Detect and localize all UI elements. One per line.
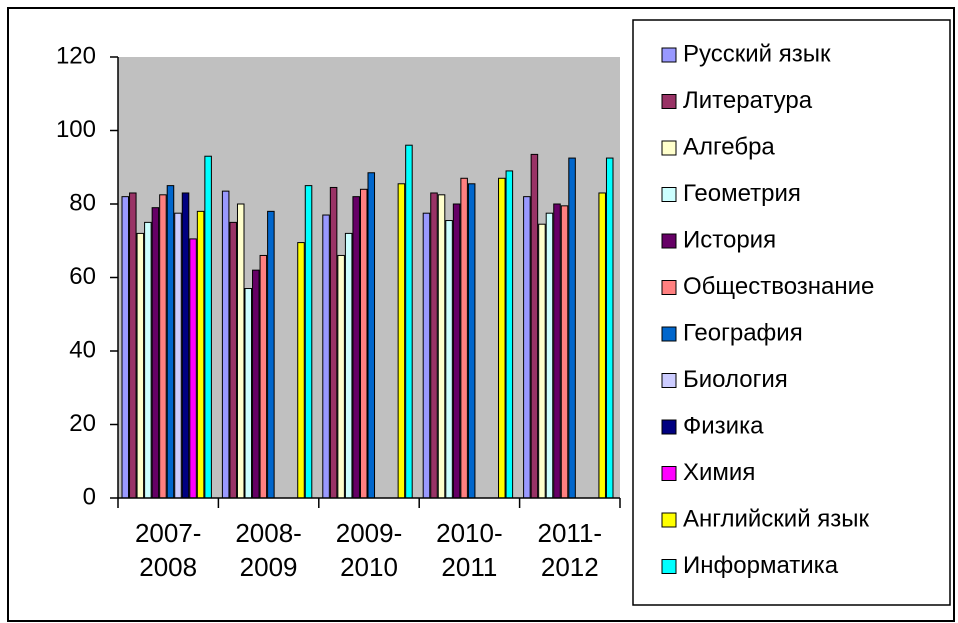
bar bbox=[397, 183, 406, 499]
legend-swatch bbox=[661, 373, 677, 388]
bar bbox=[467, 183, 476, 499]
bar bbox=[437, 194, 446, 499]
bar bbox=[405, 144, 413, 499]
bar bbox=[181, 192, 190, 499]
bar bbox=[530, 153, 539, 499]
legend-swatch bbox=[661, 419, 677, 435]
legend-box bbox=[632, 19, 951, 606]
bar bbox=[174, 212, 182, 499]
bar bbox=[498, 177, 506, 499]
legend-label: Русский язык bbox=[683, 40, 831, 67]
bar bbox=[538, 223, 546, 499]
bar bbox=[545, 212, 554, 499]
legend-label: Алгебра bbox=[683, 133, 775, 160]
legend-swatch bbox=[661, 233, 677, 249]
bar bbox=[322, 214, 330, 499]
bar bbox=[189, 238, 197, 499]
bar bbox=[568, 157, 576, 499]
bar bbox=[452, 203, 461, 499]
y-tick-label: 20 bbox=[69, 410, 96, 437]
bar bbox=[204, 155, 212, 499]
bar bbox=[553, 203, 561, 499]
bar bbox=[367, 172, 376, 499]
legend-label: Литература bbox=[683, 87, 813, 114]
bar bbox=[151, 207, 160, 499]
bar bbox=[267, 210, 275, 499]
legend-label: Химия bbox=[683, 459, 755, 486]
legend-label: Геометрия bbox=[683, 180, 801, 207]
y-tick-label: 80 bbox=[69, 189, 96, 216]
legend-swatch bbox=[661, 140, 677, 156]
legend-swatch bbox=[661, 280, 677, 295]
bar bbox=[297, 242, 305, 499]
x-tick-label: 2011-2012 bbox=[537, 518, 603, 582]
legend-label: Биология bbox=[683, 366, 788, 393]
bar bbox=[229, 221, 237, 499]
legend-label: Английский язык bbox=[683, 505, 870, 532]
legend-swatch bbox=[661, 187, 677, 202]
legend-swatch bbox=[661, 326, 677, 342]
bar bbox=[159, 194, 167, 499]
y-tick-label: 60 bbox=[69, 263, 96, 290]
bar bbox=[523, 196, 531, 499]
legend-label: География bbox=[683, 319, 803, 346]
bar bbox=[359, 188, 368, 499]
y-tick-label: 120 bbox=[56, 42, 96, 69]
x-tick-label: 2008-2009 bbox=[235, 518, 302, 582]
y-tick-label: 40 bbox=[69, 336, 96, 363]
bar bbox=[445, 220, 453, 499]
bar bbox=[329, 186, 338, 499]
legend-label: Обществознание bbox=[683, 273, 874, 300]
bar bbox=[344, 232, 353, 499]
bar bbox=[244, 288, 253, 499]
y-tick-label: 0 bbox=[83, 483, 96, 510]
x-tick-label: 2010-2011 bbox=[436, 518, 503, 582]
bar bbox=[221, 190, 230, 499]
bar bbox=[460, 177, 468, 499]
bar bbox=[352, 196, 360, 499]
bar bbox=[598, 192, 606, 499]
bar bbox=[252, 269, 260, 499]
bar bbox=[144, 221, 152, 499]
bar bbox=[236, 203, 245, 499]
bar bbox=[605, 157, 614, 499]
bar bbox=[422, 212, 431, 499]
bar bbox=[505, 170, 514, 499]
bar bbox=[430, 192, 438, 499]
legend-label: Информатика bbox=[683, 552, 839, 579]
bar bbox=[129, 192, 137, 499]
bar bbox=[136, 232, 145, 499]
legend-swatch bbox=[661, 94, 677, 109]
x-tick-label: 2009-2010 bbox=[335, 518, 403, 582]
bar bbox=[259, 254, 268, 499]
y-tick-label: 100 bbox=[56, 116, 96, 143]
bar bbox=[121, 196, 130, 499]
legend-swatch bbox=[661, 466, 677, 481]
bar bbox=[337, 254, 345, 499]
legend-label: История bbox=[683, 226, 776, 253]
legend-swatch bbox=[661, 512, 677, 528]
bar bbox=[166, 185, 175, 499]
bar bbox=[560, 205, 569, 499]
legend-label: Физика bbox=[683, 412, 764, 439]
bar bbox=[304, 185, 313, 499]
legend-swatch bbox=[661, 47, 677, 63]
x-tick-label: 2007-2008 bbox=[134, 518, 202, 582]
legend-swatch bbox=[661, 559, 677, 574]
bar bbox=[196, 210, 205, 499]
